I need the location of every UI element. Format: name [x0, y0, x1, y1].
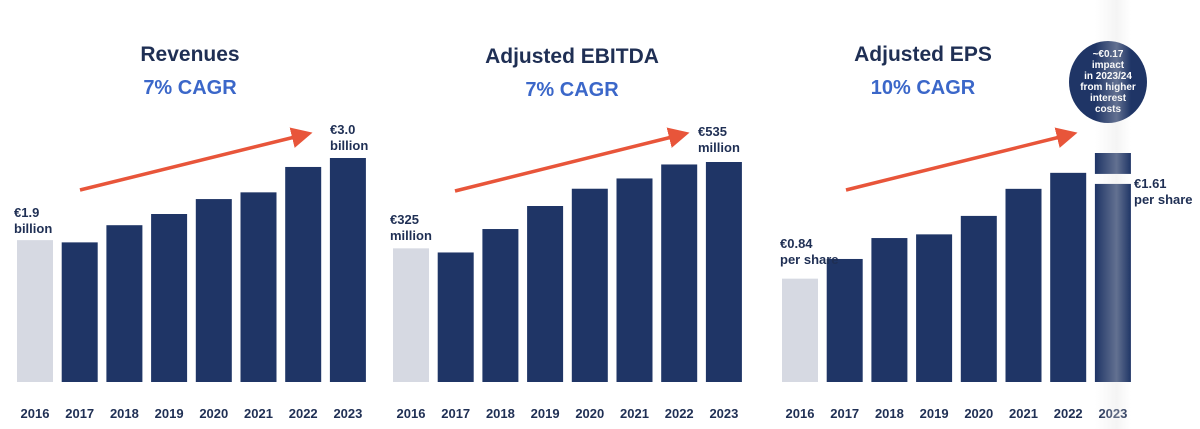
eps-tick-2022: 2022: [1054, 406, 1083, 421]
ebitda-tick-2019: 2019: [531, 406, 560, 421]
video-edge-artifact: [1095, 0, 1131, 429]
eps-bar-2017: [826, 258, 863, 382]
eps-tick-2018: 2018: [875, 406, 904, 421]
eps-bar-2020: [960, 215, 997, 382]
revenues-bar-2020: [195, 199, 232, 382]
revenues-tick-2021: 2021: [244, 406, 273, 421]
interest-impact-text: ~€0.17 impact in 2023/24 from higher int…: [1080, 49, 1136, 115]
eps-tick-2023: 2023: [1098, 406, 1127, 421]
ebitda-tick-2023: 2023: [709, 406, 738, 421]
revenues-tick-2017: 2017: [65, 406, 94, 421]
eps-bar-2021: [1005, 188, 1042, 382]
revenues-bar-2018: [106, 225, 143, 382]
revenues-bar-2022: [285, 166, 322, 382]
eps-end-label: €1.61 per share: [1134, 176, 1193, 207]
eps-cagr: 10% CAGR: [870, 77, 976, 99]
eps-tick-2019: 2019: [920, 406, 949, 421]
ebitda-bar-2018: [482, 229, 519, 382]
ebitda-bar-2016: [393, 248, 429, 382]
revenues-bar-2023: [329, 158, 366, 382]
revenues-bar-2017: [61, 242, 98, 382]
revenues-tick-2022: 2022: [289, 406, 318, 421]
eps-bar-2016: [782, 278, 818, 382]
revenues-growth-arrow: [79, 127, 313, 192]
revenues-bar-2021: [240, 192, 277, 382]
eps-tick-2016: 2016: [786, 406, 815, 421]
eps-tick-2021: 2021: [1009, 406, 1038, 421]
ebitda-bar-2019: [527, 206, 564, 382]
eps-bar-2022: [1050, 172, 1087, 382]
ebitda-tick-2018: 2018: [486, 406, 515, 421]
eps-start-label: €0.84 per share: [780, 236, 839, 267]
ebitda-bar-2021: [616, 178, 653, 382]
revenues-tick-2023: 2023: [333, 406, 362, 421]
revenues-tick-2018: 2018: [110, 406, 139, 421]
eps-growth-arrow: [845, 127, 1078, 192]
eps-bar-2023-interest-impact: [1094, 153, 1131, 174]
ebitda-bar-2023: [705, 162, 742, 382]
ebitda-bar-2022: [661, 164, 698, 382]
ebitda-tick-2021: 2021: [620, 406, 649, 421]
revenues-tick-2019: 2019: [155, 406, 184, 421]
revenues-end-label: €3.0 billion: [330, 122, 369, 153]
ebitda-bar-2017: [437, 252, 474, 382]
ebitda-tick-2017: 2017: [441, 406, 470, 421]
revenues-bar-2016: [17, 240, 53, 382]
revenues-start-label: €1.9 billion: [14, 205, 53, 236]
revenues-tick-2020: 2020: [199, 406, 228, 421]
eps-bar-2023: [1094, 183, 1131, 382]
revenues-cagr: 7% CAGR: [143, 77, 237, 99]
ebitda-end-label: €535 million: [698, 124, 740, 155]
revenues-tick-2016: 2016: [21, 406, 50, 421]
ebitda-tick-2020: 2020: [575, 406, 604, 421]
revenues-title: Revenues: [140, 43, 240, 66]
interest-impact-bubble: ~€0.17 impact in 2023/24 from higher int…: [1069, 41, 1147, 123]
ebitda-bar-2020: [571, 188, 608, 382]
eps-tick-2020: 2020: [964, 406, 993, 421]
ebitda-tick-2022: 2022: [665, 406, 694, 421]
ebitda-start-label: €325 million: [390, 212, 432, 243]
eps-bar-2018: [871, 238, 908, 382]
eps-tick-2017: 2017: [830, 406, 859, 421]
revenues-bar-2019: [151, 214, 188, 382]
ebitda-tick-2016: 2016: [397, 406, 426, 421]
ebitda-title: Adjusted EBITDA: [485, 45, 659, 68]
eps-title: Adjusted EPS: [854, 43, 992, 66]
eps-bar-2019: [916, 234, 953, 382]
ebitda-cagr: 7% CAGR: [525, 79, 619, 101]
ebitda-growth-arrow: [454, 127, 690, 193]
